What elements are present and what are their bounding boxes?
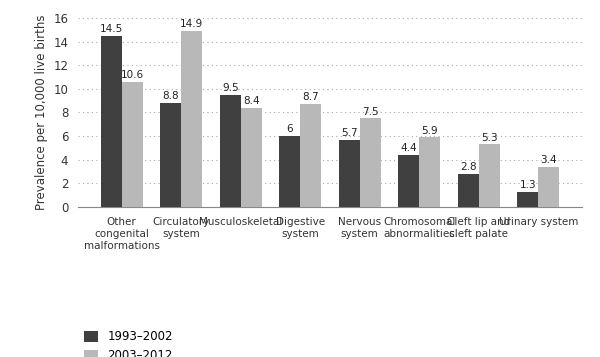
Text: 3.4: 3.4	[541, 155, 557, 165]
Bar	[241, 108, 262, 207]
Legend: 1993–2002, 2003–2012: 1993–2002, 2003–2012	[84, 330, 173, 357]
Bar	[280, 136, 300, 207]
Bar	[419, 137, 440, 207]
Text: 2.8: 2.8	[460, 162, 476, 172]
Text: 5.7: 5.7	[341, 128, 358, 138]
Bar	[458, 174, 479, 207]
Bar	[517, 192, 538, 207]
Bar	[479, 144, 500, 207]
Text: 14.5: 14.5	[100, 24, 123, 34]
Bar	[160, 103, 181, 207]
Bar	[339, 140, 360, 207]
Bar	[181, 31, 202, 207]
Text: 6: 6	[287, 124, 293, 134]
Text: 9.5: 9.5	[222, 83, 239, 93]
Text: 10.6: 10.6	[121, 70, 144, 80]
Bar	[220, 95, 241, 207]
Text: 7.5: 7.5	[362, 107, 379, 117]
Bar	[360, 119, 380, 207]
Text: 4.4: 4.4	[401, 143, 417, 153]
Text: 5.9: 5.9	[421, 126, 438, 136]
Text: 8.8: 8.8	[163, 91, 179, 101]
Text: 14.9: 14.9	[180, 19, 203, 29]
Text: 8.7: 8.7	[302, 92, 319, 102]
Bar	[101, 36, 122, 207]
Bar	[398, 155, 419, 207]
Text: 5.3: 5.3	[481, 132, 497, 142]
Text: 8.4: 8.4	[243, 96, 259, 106]
Text: 1.3: 1.3	[520, 180, 536, 190]
Bar	[538, 167, 559, 207]
Y-axis label: Prevalence per 10,000 live births: Prevalence per 10,000 live births	[35, 15, 48, 210]
Bar	[122, 82, 143, 207]
Bar	[300, 104, 321, 207]
